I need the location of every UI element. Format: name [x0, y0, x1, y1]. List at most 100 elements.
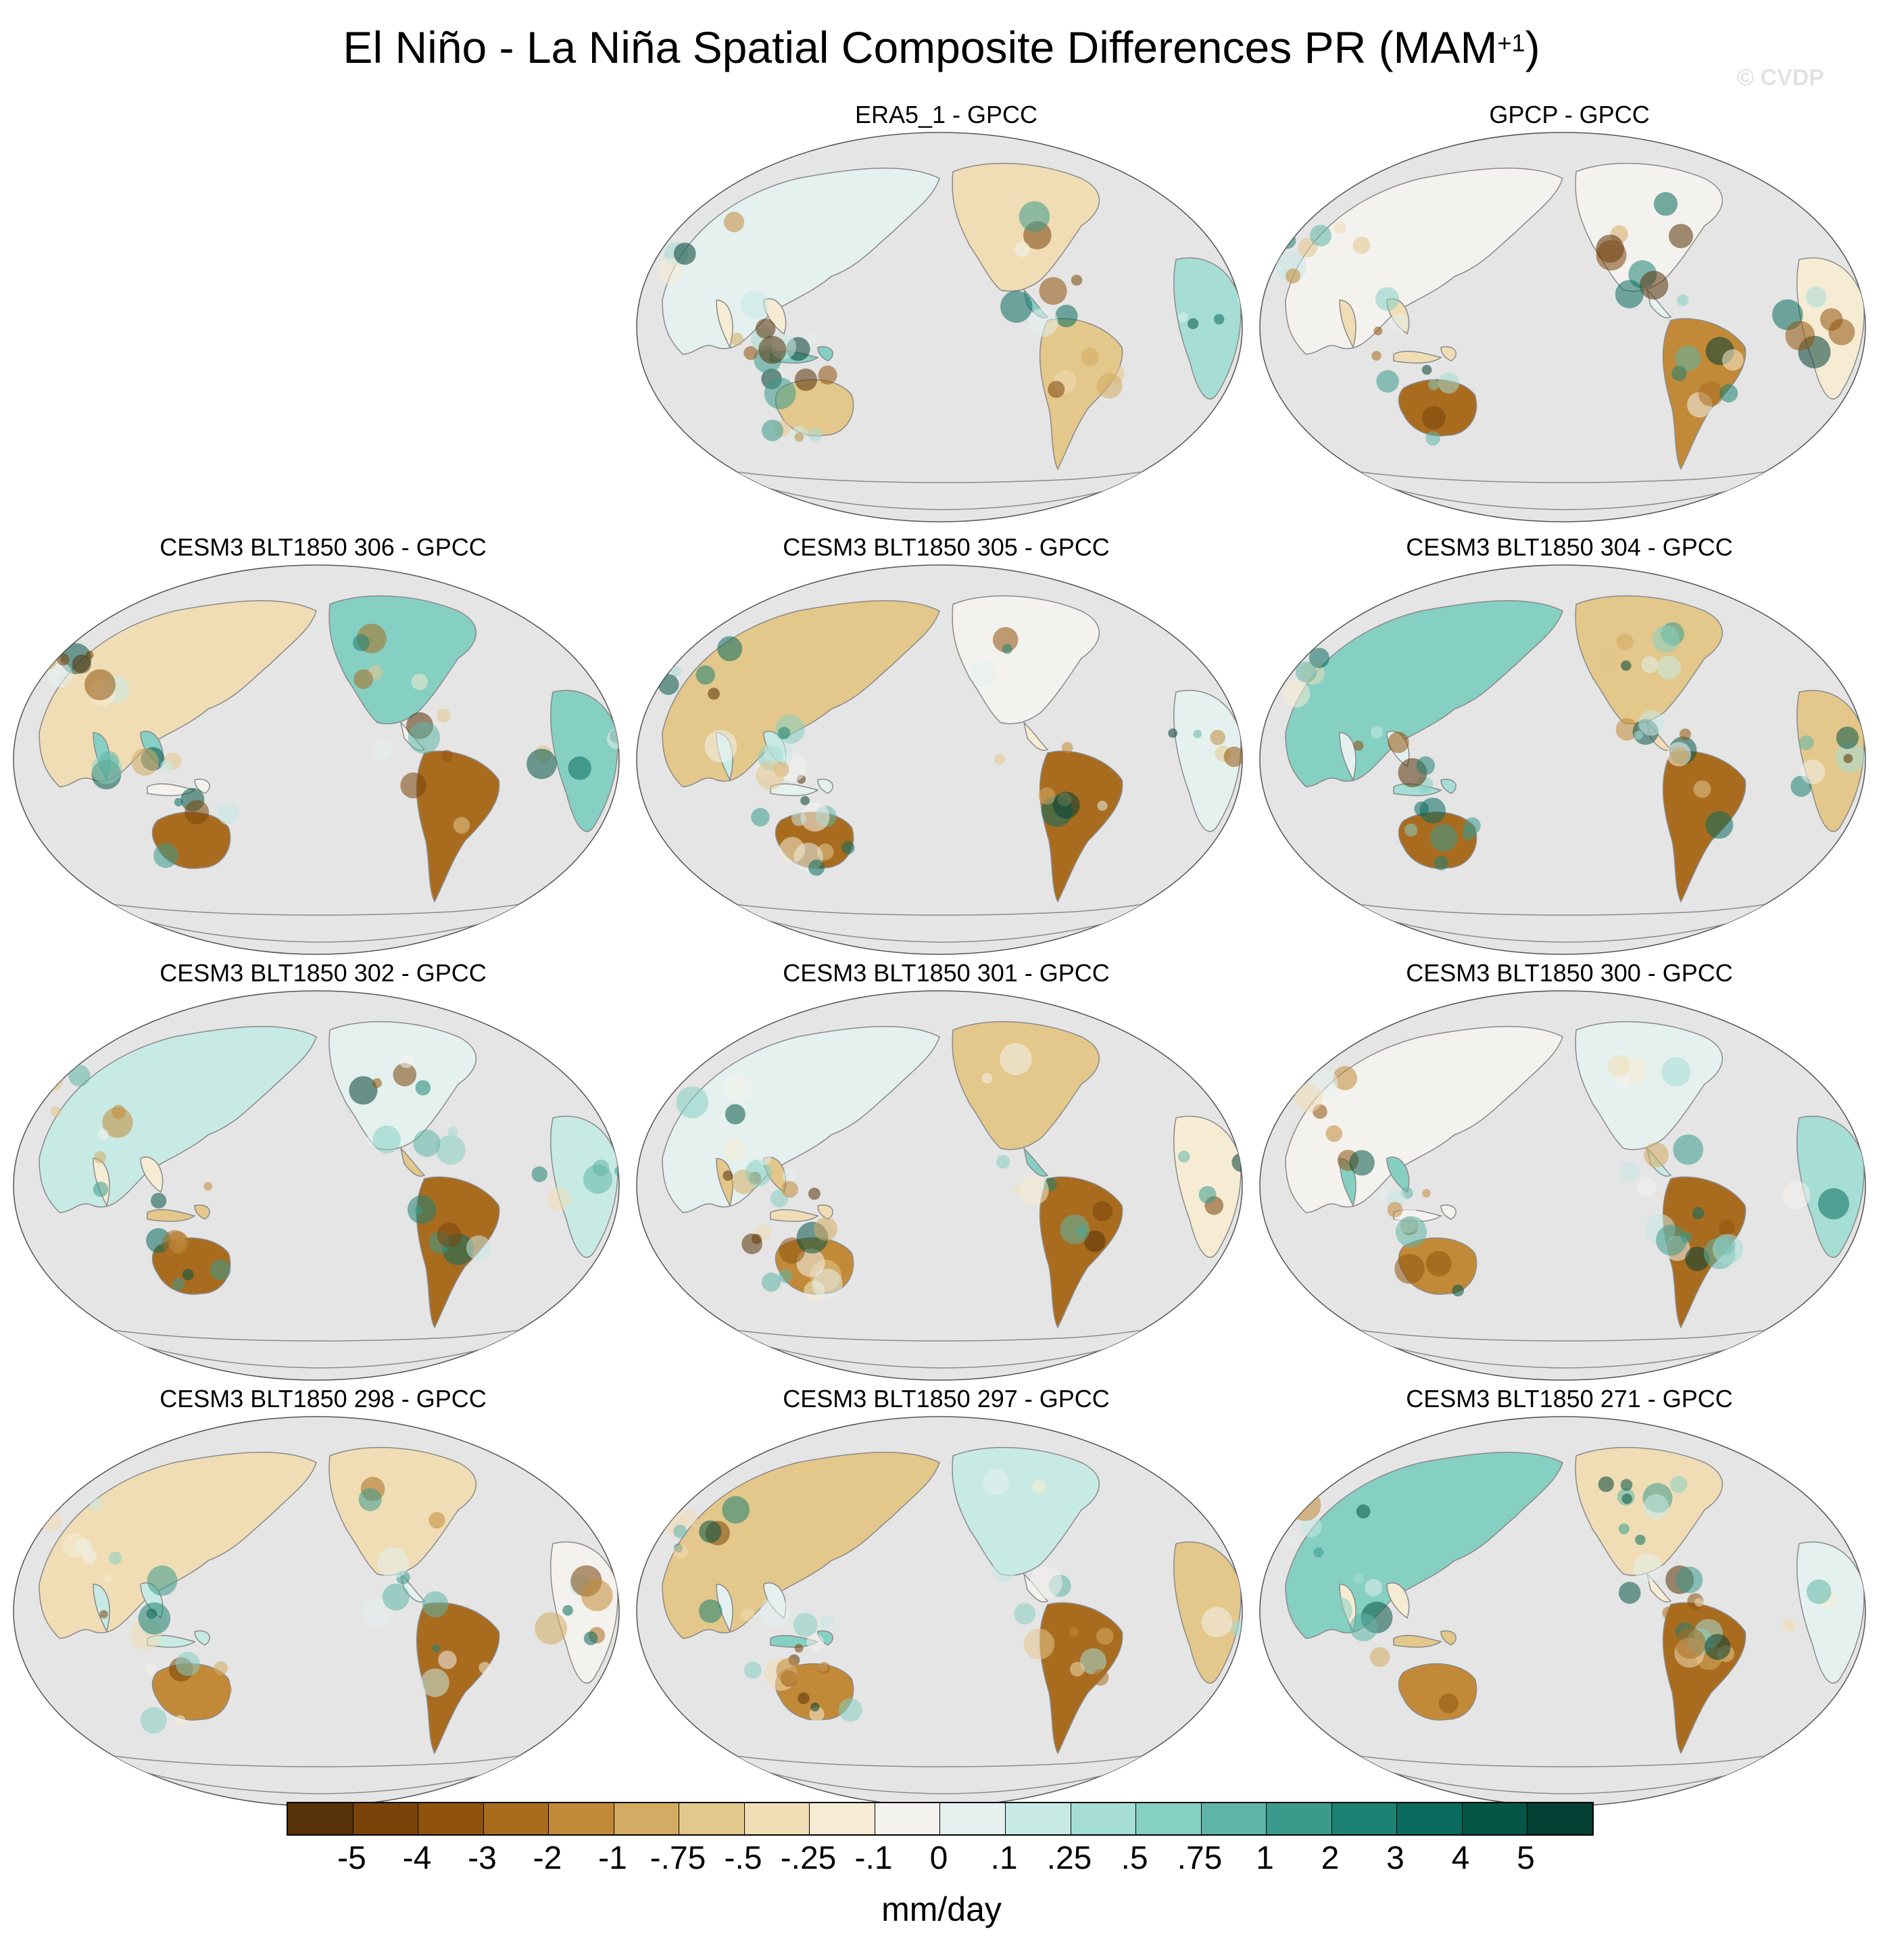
colorbar-tick-label: -3 [468, 1840, 497, 1876]
panel-title: CESM3 BLT1850 306 - GPCC [160, 533, 487, 561]
map-landmass [770, 779, 833, 797]
map-anomaly-patch [1349, 1613, 1378, 1642]
map-anomaly-patch [1619, 1162, 1640, 1183]
map-anomaly-patch [791, 811, 806, 827]
map-landmass [952, 595, 1100, 725]
colorbar-tick-label: 3 [1386, 1840, 1404, 1876]
map-anomaly-patch [1019, 1175, 1049, 1205]
map-anomaly-patch [1641, 656, 1659, 673]
map-anomaly-patch [1799, 735, 1814, 751]
map-anomaly-patch [1387, 1202, 1403, 1218]
map-anomaly-patch [606, 729, 619, 750]
map-anomaly-patch [583, 1631, 598, 1646]
map-anomaly-patch [743, 1661, 762, 1679]
map-anomaly-patch [1325, 1596, 1352, 1625]
map-anomaly-patch [1675, 345, 1701, 372]
map-landmass [1393, 346, 1457, 364]
map-anomaly-patch [441, 750, 454, 762]
map-anomaly-patch [1334, 221, 1346, 234]
map-anomaly-patch [794, 1644, 804, 1653]
map-anomaly-patch [1356, 1504, 1371, 1519]
map-anomaly-patch [57, 653, 70, 666]
map-anomaly-patch [531, 1166, 547, 1183]
map-anomaly-patch [1652, 625, 1680, 654]
map-anomaly-patch [585, 1611, 601, 1627]
map-anomaly-patch [800, 802, 830, 832]
map-anomaly-patch [755, 318, 776, 339]
map-landmass [1796, 1541, 1865, 1684]
map-anomaly-patch [838, 1698, 862, 1722]
map-anomaly-patch [1657, 656, 1681, 680]
map-landmass [1285, 600, 1563, 787]
map-anomaly-patch [1675, 1627, 1706, 1659]
map-anomaly-patch [1000, 1043, 1032, 1075]
watermark: © CVDP [1737, 65, 1824, 91]
map-anomaly-patch [1092, 1669, 1109, 1686]
map-anomaly-patch [1638, 710, 1665, 736]
colorbar-swatch [940, 1803, 1006, 1834]
map-panel: CESM3 BLT1850 305 - GPCC [635, 534, 1257, 960]
colorbar-tick-label: -.5 [724, 1840, 762, 1876]
map-anomaly-patch [1296, 661, 1317, 683]
map-anomaly-patch [479, 1661, 491, 1674]
map-anomaly-patch [758, 335, 787, 364]
map-anomaly-patch [741, 1233, 762, 1254]
map-anomaly-patch [698, 1599, 723, 1623]
map-anomaly-patch [992, 1559, 1016, 1584]
map-anomaly-patch [992, 627, 1019, 653]
map-anomaly-patch [1055, 304, 1078, 328]
colorbar-tick-label: -.75 [650, 1840, 706, 1876]
panel-title: CESM3 BLT1850 300 - GPCC [1406, 959, 1733, 987]
map-anomaly-patch [1462, 827, 1475, 841]
map-anomaly-patch [1048, 381, 1065, 398]
map-anomaly-patch [970, 660, 996, 686]
map-anomaly-patch [1283, 212, 1302, 230]
map-anomaly-patch [568, 756, 591, 780]
map-anomaly-patch [708, 687, 720, 700]
map-landmass [151, 1663, 231, 1721]
map-anomaly-patch [1289, 1489, 1321, 1521]
map-anomaly-patch [798, 1692, 810, 1705]
map-anomaly-patch [1670, 1475, 1688, 1493]
map-panel: CESM3 BLT1850 271 - GPCC [1258, 1386, 1880, 1811]
map-anomaly-patch [1092, 1201, 1113, 1221]
map-anomaly-patch [699, 1520, 722, 1543]
map-anomaly-patch [176, 1236, 187, 1247]
map-anomaly-patch [93, 1181, 109, 1197]
map-anomaly-patch [1310, 224, 1331, 247]
map-anomaly-patch [1643, 1494, 1669, 1520]
map-anomaly-patch [1676, 1566, 1703, 1594]
colorbar-tick-label: .5 [1121, 1840, 1148, 1876]
map-panel: GPCP - GPCC [1258, 101, 1880, 527]
colorbar-tick-label: 4 [1451, 1840, 1470, 1876]
map-anomaly-patch [1618, 1523, 1630, 1535]
map-anomaly-patch [1633, 1553, 1662, 1582]
map-anomaly-patch [794, 433, 804, 442]
map-anomaly-patch [704, 730, 737, 763]
colorbar-swatch [679, 1803, 745, 1834]
map-anomaly-patch [1039, 276, 1067, 305]
world-map [636, 132, 1243, 522]
map-anomaly-patch [50, 1106, 62, 1117]
map-anomaly-patch [1279, 232, 1296, 249]
map-anomaly-patch [1615, 280, 1644, 309]
map-anomaly-patch [1375, 287, 1400, 311]
map-anomaly-patch [1029, 1566, 1062, 1599]
map-anomaly-patch [1395, 1216, 1427, 1248]
map-anomaly-patch [72, 654, 91, 674]
map-anomaly-patch [673, 1544, 689, 1559]
map-anomaly-patch [1325, 1125, 1343, 1142]
map-anomaly-patch [1371, 351, 1381, 361]
colorbar-units: mm/day [881, 1890, 1002, 1928]
map-landmass [93, 1156, 164, 1208]
map-anomaly-patch [399, 1054, 414, 1069]
map-anomaly-patch [1083, 1230, 1106, 1252]
map-landmass [1285, 168, 1563, 355]
map-anomaly-patch [658, 674, 679, 695]
map-landmass [1023, 720, 1049, 751]
map-landmass [1039, 318, 1123, 470]
colorbar-swatch [288, 1803, 353, 1834]
map-anomaly-patch [384, 655, 413, 684]
map-anomaly-patch [1193, 729, 1202, 739]
map-anomaly-patch [1294, 1083, 1323, 1112]
